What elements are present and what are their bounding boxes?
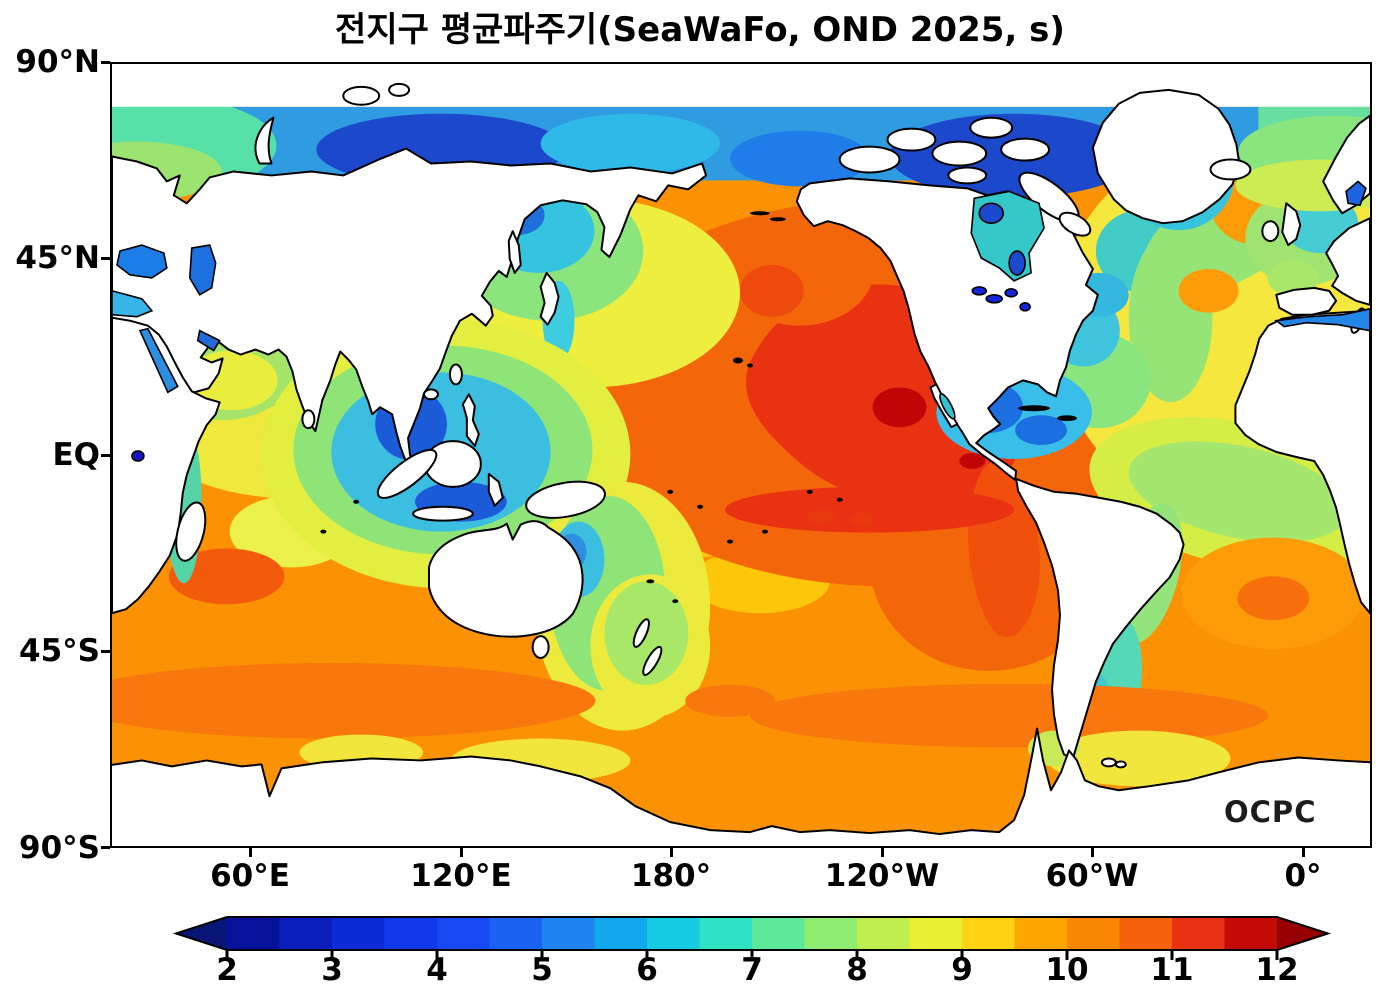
colorbar-ticks [225, 950, 1279, 960]
ytick [101, 454, 110, 457]
xtick [1091, 848, 1094, 857]
map-canvas [112, 64, 1370, 846]
ylabel-eq: EQ [52, 437, 100, 473]
colorbar-tick-label: 6 [636, 952, 658, 988]
xlabel-60w: 60°W [1045, 858, 1139, 894]
figure-title: 전지구 평균파주기(SeaWaFo, OND 2025, s) [335, 10, 1065, 50]
ocpc-logo: OCPC [1224, 795, 1317, 829]
colorbar-tick-label: 7 [741, 952, 763, 988]
ylabel-45n: 45°N [15, 240, 100, 276]
ytick [101, 650, 110, 653]
colorbar-tick-label: 5 [531, 952, 553, 988]
xlabel-120w: 120°W [824, 858, 940, 894]
ytick [101, 61, 110, 64]
ylabel-45s: 45°S [19, 633, 100, 669]
xtick [460, 848, 463, 857]
colorbar [172, 916, 1332, 960]
continents [112, 82, 1370, 846]
enclosed-seas [112, 180, 1370, 462]
colorbar-tick-label: 2 [216, 952, 238, 988]
xtick [1302, 848, 1305, 857]
xlabel-180: 180° [630, 858, 712, 894]
xlabel-120e: 120°E [410, 858, 512, 894]
world-wave-period-map [110, 62, 1372, 848]
colorbar-tick-label: 11 [1150, 952, 1194, 988]
xlabel-0: 0° [1284, 858, 1322, 894]
ytick [101, 257, 110, 260]
xtick [670, 848, 673, 857]
colorbar-tick-label: 8 [846, 952, 868, 988]
colorbar-tick-label: 9 [951, 952, 973, 988]
colorbar-cells [176, 917, 1328, 950]
ylabel-90s: 90°S [19, 830, 100, 866]
xtick [881, 848, 884, 857]
xtick [249, 848, 252, 857]
island-specks [320, 211, 1077, 604]
xlabel-60e: 60°E [210, 858, 290, 894]
colorbar-tick-label: 10 [1045, 952, 1089, 988]
colorbar-tick-label: 3 [321, 952, 343, 988]
ytick [101, 846, 110, 849]
colorbar-tick-label: 12 [1255, 952, 1299, 988]
ylabel-90n: 90°N [15, 44, 100, 80]
colorbar-tick-label: 4 [426, 952, 448, 988]
